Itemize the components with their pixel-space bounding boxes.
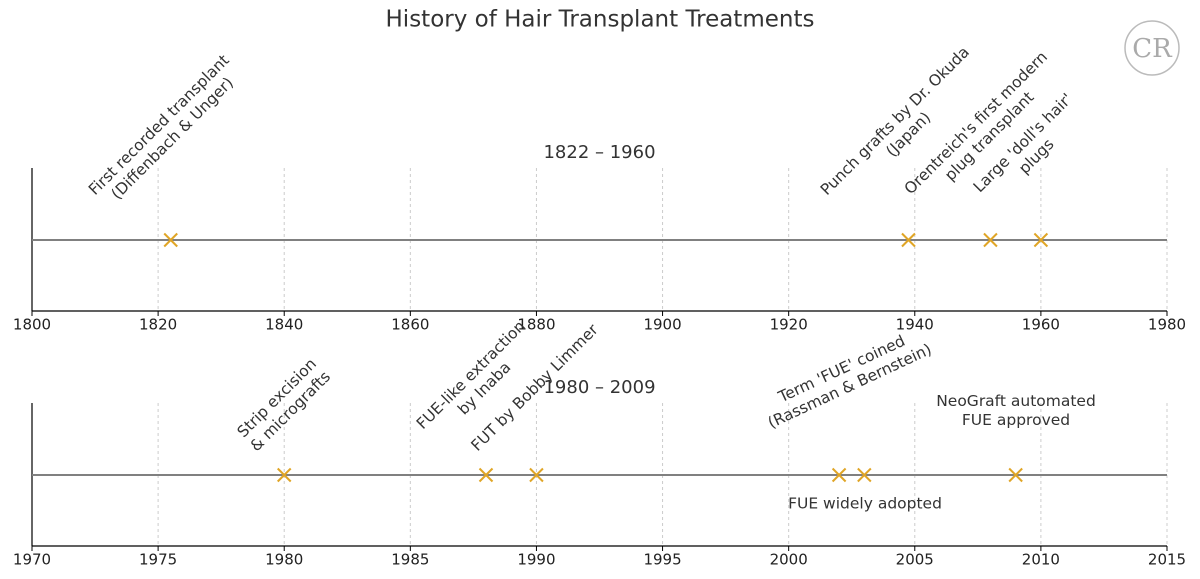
event-marker — [529, 467, 544, 483]
marker-stroke — [478, 467, 494, 483]
event-label-line: FUE approved — [962, 411, 1070, 429]
event-marker — [831, 467, 847, 483]
marker-stroke — [831, 467, 847, 483]
marker-stroke — [857, 467, 872, 483]
event-label-line: FUE widely adopted — [788, 495, 942, 513]
marker-stroke — [1008, 467, 1023, 483]
x-tick-label: 2015 — [1148, 551, 1186, 569]
subplot-title: 1980 – 2009 — [543, 377, 655, 398]
event-label: Term 'FUE' coined(Rassman & Bernstein) — [765, 332, 934, 432]
event-label: FUE widely adopted — [788, 495, 942, 513]
x-tick-label: 1980 — [265, 551, 303, 569]
logo-ring — [1124, 20, 1180, 76]
event-marker — [1008, 467, 1023, 483]
event-marker — [478, 467, 494, 483]
x-tick-label: 1860 — [391, 316, 429, 334]
x-tick-label: 1970 — [13, 551, 51, 569]
event-marker — [901, 232, 916, 248]
x-tick-label: 1985 — [391, 551, 429, 569]
x-tick-label: 1990 — [517, 551, 555, 569]
event-label-line: First recorded transplant — [85, 51, 233, 199]
logo: CR — [1124, 20, 1180, 76]
x-tick-label: 1840 — [265, 316, 303, 334]
marker-stroke — [901, 232, 916, 248]
event-marker — [1033, 232, 1049, 248]
x-tick-label: 1995 — [643, 551, 681, 569]
x-tick-label: 2000 — [770, 551, 808, 569]
x-tick-label: 1975 — [139, 551, 177, 569]
x-tick-label: 1980 — [1148, 316, 1186, 334]
marker-stroke — [163, 232, 178, 248]
event-label-line: (Diffenbach & Unger) — [108, 74, 237, 203]
marker-stroke — [983, 232, 998, 248]
event-label-line: NeoGraft automated — [936, 392, 1096, 410]
x-tick-label: 1820 — [139, 316, 177, 334]
x-tick-label: 1960 — [1022, 316, 1060, 334]
x-tick-label: 1880 — [517, 316, 555, 334]
event-marker — [277, 467, 292, 483]
x-tick-label: 2005 — [896, 551, 934, 569]
x-tick-label: 2010 — [1022, 551, 1060, 569]
event-label: Strip excision& micrografts — [234, 355, 334, 455]
x-tick-label: 1940 — [896, 316, 934, 334]
subplot-title: 1822 – 1960 — [543, 142, 655, 163]
event-label: First recorded transplant(Diffenbach & U… — [85, 51, 237, 203]
event-marker — [857, 467, 872, 483]
x-tick-label: 1900 — [643, 316, 681, 334]
x-tick-label: 1920 — [770, 316, 808, 334]
marker-stroke — [277, 467, 292, 483]
x-tick-label: 1800 — [13, 316, 51, 334]
event-marker — [983, 232, 998, 248]
chart-title: History of Hair Transplant Treatments — [386, 7, 815, 33]
logo-text: CR — [1132, 34, 1173, 64]
marker-stroke — [1033, 232, 1049, 248]
marker-stroke — [529, 467, 544, 483]
event-marker — [163, 232, 178, 248]
